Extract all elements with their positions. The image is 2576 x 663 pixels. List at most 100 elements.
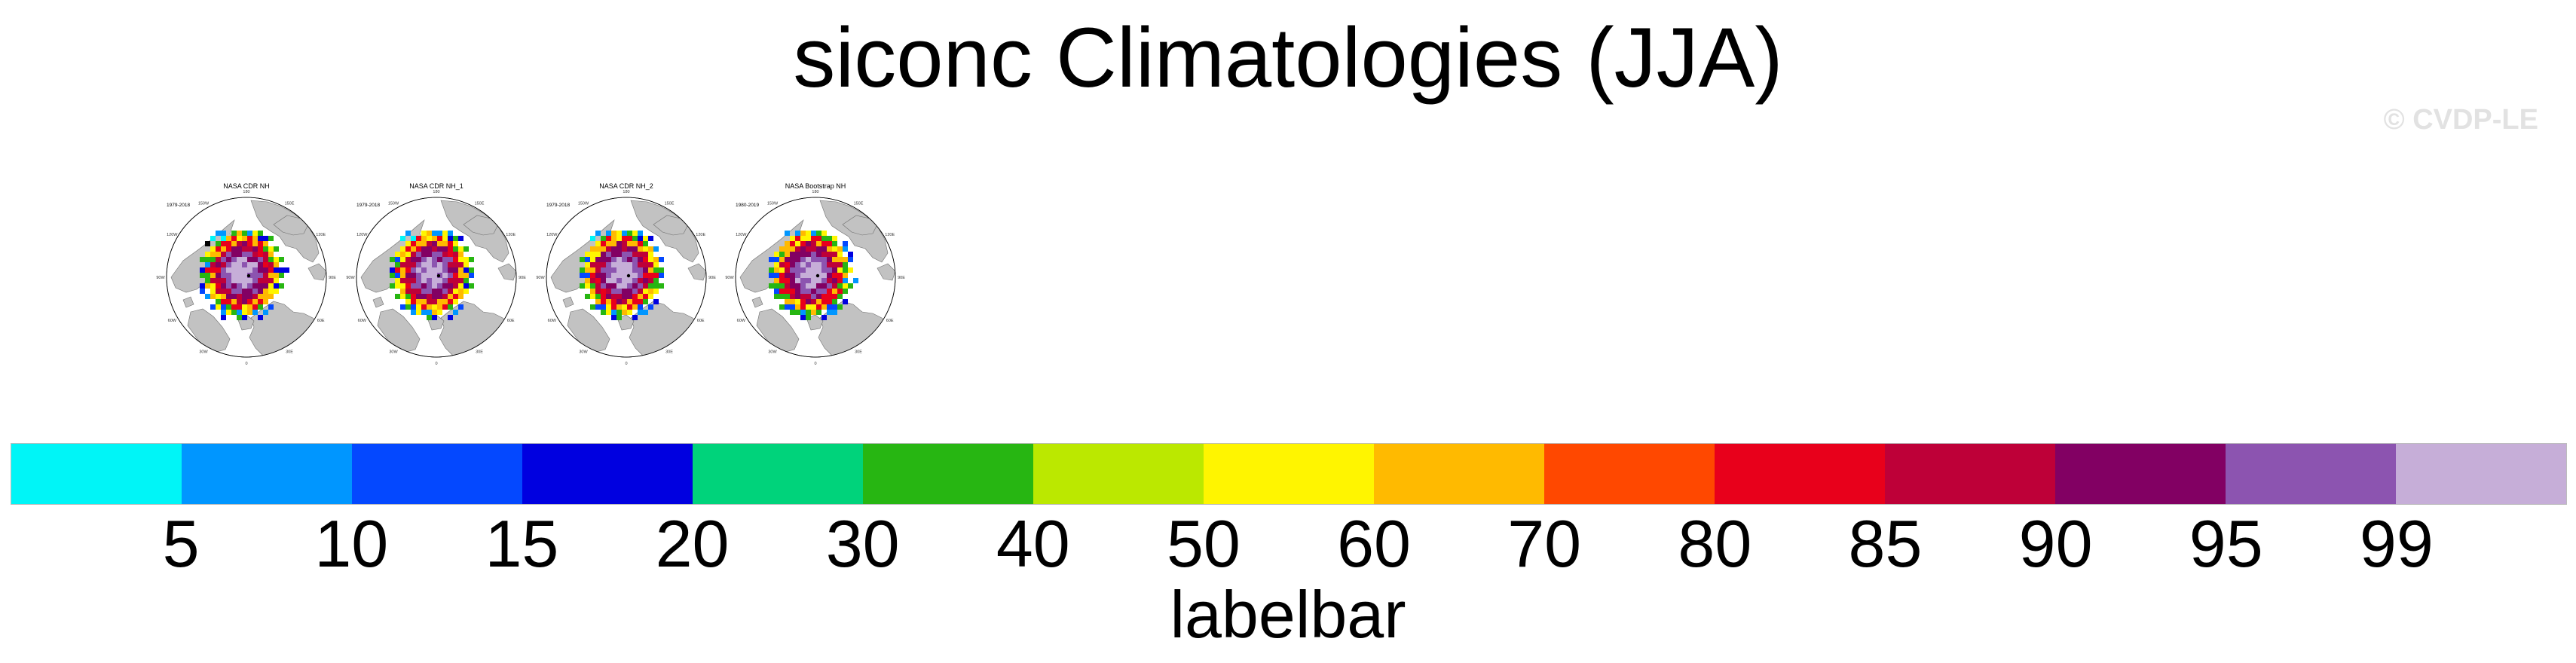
pole-marker bbox=[815, 273, 820, 278]
ice-cell bbox=[437, 267, 442, 273]
ice-cell bbox=[627, 310, 632, 315]
ice-cell bbox=[616, 267, 622, 273]
ice-cell bbox=[622, 241, 627, 246]
ice-cell bbox=[400, 246, 405, 252]
labelbar-segment bbox=[1033, 444, 1204, 504]
ice-cell bbox=[416, 236, 421, 241]
ice-cell bbox=[432, 310, 437, 315]
ice-cell bbox=[448, 289, 453, 294]
ice-cell bbox=[795, 257, 800, 262]
ice-cell bbox=[258, 257, 263, 262]
ice-cell bbox=[463, 273, 469, 278]
ice-cell bbox=[827, 304, 832, 310]
ice-cell bbox=[595, 304, 601, 310]
ice-cell bbox=[427, 278, 432, 283]
ice-cell bbox=[611, 310, 616, 315]
ice-cell bbox=[448, 231, 453, 236]
ice-cell bbox=[811, 283, 816, 289]
ice-cell bbox=[627, 294, 632, 299]
ice-cell bbox=[210, 273, 216, 278]
ice-cell bbox=[601, 273, 606, 278]
longitude-label: 120E bbox=[316, 233, 326, 237]
ice-cell bbox=[643, 252, 648, 257]
ice-cell bbox=[437, 310, 442, 315]
ice-cell bbox=[774, 278, 779, 283]
ice-cell bbox=[427, 246, 432, 252]
ice-cell bbox=[648, 289, 653, 294]
ice-cell bbox=[258, 262, 263, 267]
land-mass bbox=[182, 296, 194, 308]
ice-cell bbox=[606, 289, 611, 294]
ice-cell bbox=[442, 299, 448, 304]
labelbar-segment bbox=[2396, 444, 2566, 504]
ice-cell bbox=[279, 283, 284, 289]
land-mass bbox=[187, 308, 231, 353]
ice-cell bbox=[827, 246, 832, 252]
ice-cell bbox=[611, 236, 616, 241]
ice-cell bbox=[242, 262, 247, 267]
ice-cell bbox=[400, 267, 405, 273]
ice-cell bbox=[806, 304, 811, 310]
ice-cell bbox=[252, 310, 258, 315]
ice-cell bbox=[469, 273, 474, 278]
labelbar-tick-label: 40 bbox=[996, 506, 1070, 581]
ice-cell bbox=[800, 283, 806, 289]
ice-cell bbox=[237, 262, 242, 267]
ice-cell bbox=[816, 241, 821, 246]
ice-cell bbox=[595, 252, 601, 257]
ice-cell bbox=[268, 236, 274, 241]
ice-cell bbox=[638, 262, 643, 267]
ice-cell bbox=[279, 267, 284, 273]
ice-cell bbox=[785, 246, 790, 252]
ice-cell bbox=[247, 241, 252, 246]
ice-cell bbox=[622, 252, 627, 257]
longitude-label: 90E bbox=[708, 276, 716, 280]
ice-cell bbox=[595, 299, 601, 304]
ice-cell bbox=[231, 267, 237, 273]
ice-cell bbox=[395, 257, 400, 262]
ice-cell bbox=[590, 246, 595, 252]
ice-cell bbox=[827, 273, 832, 278]
ice-cell bbox=[627, 289, 632, 294]
ice-cell bbox=[790, 241, 795, 246]
ice-cell bbox=[458, 246, 463, 252]
ice-cell bbox=[242, 257, 247, 262]
ice-cell bbox=[226, 310, 231, 315]
ice-cell bbox=[458, 304, 463, 310]
labelbar-colorbar bbox=[11, 443, 2567, 505]
ice-cell bbox=[205, 267, 210, 273]
ice-cell bbox=[648, 252, 653, 257]
ice-cell bbox=[800, 246, 806, 252]
ice-cell bbox=[785, 241, 790, 246]
ice-cell bbox=[779, 278, 785, 283]
ice-cell bbox=[421, 231, 427, 236]
ice-cell bbox=[816, 294, 821, 299]
labelbar-ticks: 5 10 15 20 30 40 50 60 70 80 85 90 95 99 bbox=[11, 506, 2567, 582]
ice-cell bbox=[785, 231, 790, 236]
ice-cell bbox=[432, 304, 437, 310]
ice-cell bbox=[622, 310, 627, 315]
ice-cell bbox=[231, 273, 237, 278]
ice-cell bbox=[811, 252, 816, 257]
ice-cell bbox=[210, 304, 216, 310]
ice-cell bbox=[437, 262, 442, 267]
ice-cell bbox=[806, 315, 811, 320]
ice-cell bbox=[595, 231, 601, 236]
ice-cell bbox=[832, 294, 837, 299]
longitude-label: 120W bbox=[167, 233, 178, 237]
ice-cell bbox=[779, 283, 785, 289]
ice-cell bbox=[790, 278, 795, 283]
ice-cell bbox=[231, 278, 237, 283]
ice-cell bbox=[769, 273, 774, 278]
panel-years: 1979-2018 bbox=[167, 203, 190, 208]
ice-cell bbox=[779, 262, 785, 267]
ice-cell bbox=[785, 278, 790, 283]
ice-cell bbox=[432, 267, 437, 273]
ice-cell bbox=[800, 262, 806, 267]
ice-cell bbox=[216, 304, 221, 310]
ice-cell bbox=[774, 257, 779, 262]
ice-cell bbox=[448, 246, 453, 252]
ice-cell bbox=[606, 310, 611, 315]
ice-cell bbox=[400, 236, 405, 241]
ice-cell bbox=[427, 236, 432, 241]
